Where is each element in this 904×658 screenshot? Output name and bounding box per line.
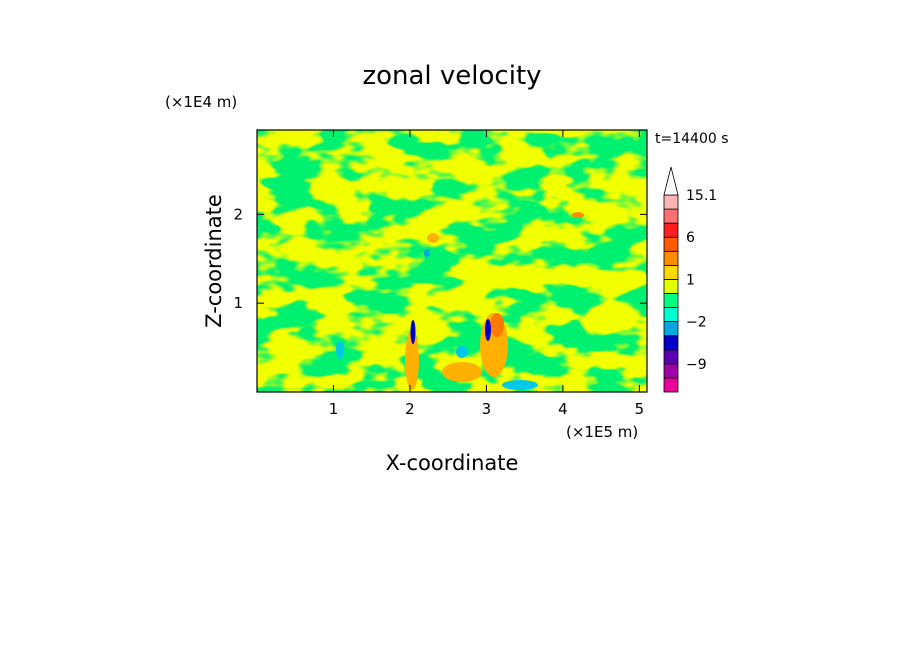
colorbar-swatch bbox=[663, 363, 679, 379]
x-tick-label: 2 bbox=[405, 400, 415, 418]
blue-patch bbox=[410, 320, 416, 344]
colorbar-swatch bbox=[663, 222, 679, 238]
cyan-patch bbox=[336, 341, 344, 359]
orange-patch bbox=[490, 313, 504, 337]
orange-patch bbox=[427, 233, 439, 243]
colorbar-swatch bbox=[663, 335, 679, 351]
colorbar-swatch bbox=[663, 236, 679, 252]
blue-patch bbox=[485, 319, 491, 341]
field-features bbox=[336, 212, 584, 390]
time-label: t=14400 s bbox=[655, 131, 729, 147]
colorbar-label: −9 bbox=[686, 357, 707, 373]
blue-patch bbox=[424, 249, 430, 257]
colorbar-label: −2 bbox=[686, 315, 707, 331]
y-tick-label: 1 bbox=[233, 294, 243, 312]
colorbar-swatch bbox=[663, 377, 679, 393]
colorbar-swatch bbox=[663, 321, 679, 337]
y-unit-label: (×1E4 m) bbox=[165, 93, 237, 111]
x-tick-label: 4 bbox=[558, 400, 568, 418]
x-ticks: 1 2 3 4 5 bbox=[329, 130, 644, 418]
orange-patch bbox=[405, 330, 419, 390]
contour-field bbox=[257, 130, 647, 392]
colorbar-swatch bbox=[663, 279, 679, 294]
x-axis-label: X-coordinate bbox=[386, 451, 519, 475]
colorbar-swatch bbox=[663, 194, 679, 210]
field-yellow-bands bbox=[257, 130, 647, 392]
colorbar-swatch bbox=[663, 264, 679, 280]
red-patch bbox=[572, 212, 584, 218]
x-unit-label: (×1E5 m) bbox=[566, 423, 638, 441]
colorbar-label: 1 bbox=[686, 272, 695, 288]
cyan-patch bbox=[456, 346, 468, 358]
orange-patch bbox=[442, 362, 482, 382]
plot-frame bbox=[256, 129, 648, 393]
colorbar-swatch bbox=[663, 349, 679, 365]
colorbar-swatch bbox=[663, 208, 679, 224]
colorbar-swatch bbox=[663, 307, 679, 323]
chart-title: zonal velocity bbox=[362, 61, 541, 91]
x-tick-label: 3 bbox=[482, 400, 492, 418]
colorbar-label: 15.1 bbox=[686, 188, 717, 204]
x-tick-label: 1 bbox=[329, 400, 339, 418]
x-tick-label: 5 bbox=[635, 400, 645, 418]
y-tick-label: 2 bbox=[233, 205, 243, 223]
colorbar-swatch bbox=[663, 250, 679, 266]
y-axis-label: Z-coordinate bbox=[202, 194, 226, 328]
colorbar: −9 −2 1 6 15.1 bbox=[663, 166, 717, 393]
colorbar-label: 6 bbox=[686, 230, 695, 246]
colorbar-extend-arrow bbox=[663, 166, 679, 196]
y-ticks: 12 bbox=[233, 205, 647, 312]
cyan-patch bbox=[502, 380, 538, 390]
colorbar-swatch bbox=[663, 293, 679, 308]
